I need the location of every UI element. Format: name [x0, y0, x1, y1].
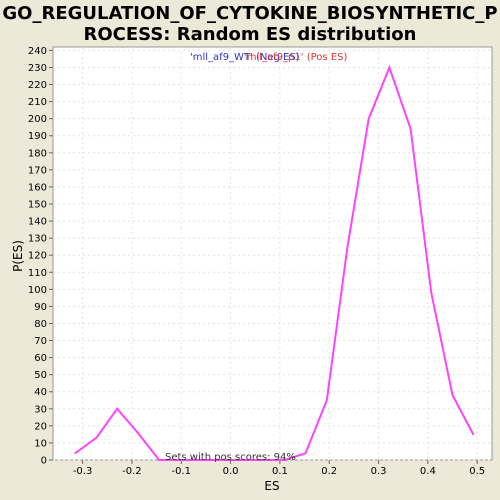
y-tick-label: 60 [34, 353, 47, 364]
x-tick-label: 0.5 [469, 466, 485, 477]
data-point [430, 292, 432, 294]
x-tick-label: 0.3 [371, 466, 387, 477]
y-tick-label: 170 [28, 165, 47, 176]
annotation: Sets with pos scores: 94% [165, 452, 296, 463]
data-point [158, 459, 160, 461]
data-point [137, 432, 139, 434]
y-tick-label: 230 [28, 63, 47, 74]
y-tick-label: 220 [28, 80, 47, 91]
data-point [74, 452, 76, 454]
y-axis-label: P(ES) [11, 240, 25, 272]
data-point [389, 67, 391, 69]
y-tick-label: 30 [34, 404, 47, 415]
legend-pos: 'mll_af9_p1' (Pos ES) [244, 52, 347, 63]
y-tick-label: 240 [28, 46, 47, 57]
y-tick-label: 130 [28, 234, 47, 245]
data-point [305, 452, 307, 454]
y-tick-label: 0 [41, 456, 47, 467]
data-point [368, 118, 370, 120]
y-tick-label: 80 [34, 319, 47, 330]
x-axis-label: ES [264, 479, 279, 493]
data-point [452, 394, 454, 396]
y-tick-label: 180 [28, 148, 47, 159]
data-point [116, 408, 118, 410]
y-tick-label: 120 [28, 251, 47, 262]
y-tick-label: 10 [34, 438, 47, 449]
y-tick-label: 140 [28, 217, 47, 228]
x-tick-label: -0.3 [73, 466, 93, 477]
y-tick-label: 70 [34, 336, 47, 347]
x-tick-label: 0.4 [420, 466, 436, 477]
y-tick-label: 200 [28, 114, 47, 125]
data-point [410, 128, 412, 130]
data-point [347, 246, 349, 248]
data-point [472, 434, 474, 436]
y-tick-label: 110 [28, 268, 47, 279]
data-point [326, 399, 328, 401]
y-tick-label: 100 [28, 285, 47, 296]
data-point [96, 437, 98, 439]
chart-title-line-2: ROCESS: Random ES distribution [84, 24, 417, 45]
x-tick-label: 0.0 [223, 466, 239, 477]
x-tick-label: 0.1 [272, 466, 288, 477]
x-tick-label: -0.2 [122, 466, 142, 477]
y-tick-label: 40 [34, 387, 47, 398]
x-tick-label: -0.1 [171, 466, 191, 477]
y-tick-label: 210 [28, 97, 47, 108]
x-tick-label: 0.2 [321, 466, 337, 477]
chart-title-line-1: GO_REGULATION_OF_CYTOKINE_BIOSYNTHETIC_P [2, 3, 497, 24]
y-tick-label: 50 [34, 370, 47, 381]
y-tick-label: 20 [34, 421, 47, 432]
y-tick-label: 160 [28, 182, 47, 193]
y-tick-label: 90 [34, 302, 47, 313]
y-tick-label: 190 [28, 131, 47, 142]
y-tick-label: 150 [28, 200, 47, 211]
